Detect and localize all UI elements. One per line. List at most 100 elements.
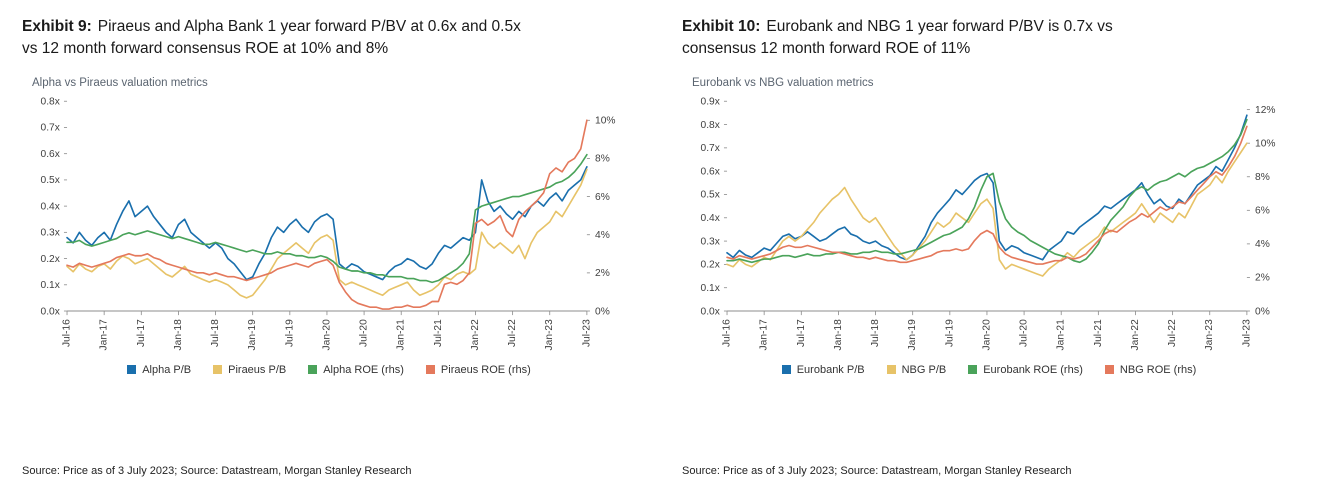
- right-axis-tick-label: 12%: [1255, 105, 1275, 116]
- x-axis-tick-label: Jul-23: [581, 319, 592, 347]
- chart-line-piraeus-p-b: [66, 168, 588, 300]
- left-axis-tick-label: 0.2x: [701, 260, 720, 271]
- line-chart-svg: 0.0x 0.1x 0.2x 0.3x 0.4x 0.5x 0.6x 0.7x 0.8x 0% 2%…: [41, 97, 616, 351]
- chart-line-alpha-roe-rhs-: [66, 154, 588, 284]
- right-axis-tick-label: 2%: [595, 269, 610, 280]
- exhibit-9-legend: Alpha P/B Piraeus P/B Alpha ROE (rhs) Pirae…: [22, 364, 636, 376]
- exhibit-9-chart: 0.0x 0.1x 0.2x 0.3x 0.4x 0.5x 0.6x 0.7x 0.8x 0% 2%…: [22, 91, 636, 361]
- x-axis-tick-label: Jul-21: [433, 319, 444, 347]
- x-axis-tick-label: Jul-20: [1019, 319, 1030, 347]
- x-axis-tick-label: Jan-19: [247, 319, 258, 351]
- legend-label: NBG P/B: [901, 363, 947, 376]
- x-axis-tick-label: Jan-19: [907, 319, 918, 351]
- exhibit-10-title: Exhibit 10: Eurobank and NBG 1 year forwa…: [682, 16, 1187, 59]
- right-axis-tick-label: 8%: [595, 154, 610, 165]
- x-axis-tick-label: Jan-21: [1056, 319, 1067, 351]
- x-axis-tick-label: Jan-20: [981, 319, 992, 351]
- legend-label: Piraeus P/B: [228, 363, 287, 376]
- legend-swatch: [968, 365, 978, 375]
- legend-swatch: [1104, 365, 1114, 375]
- left-axis-tick-label: 0.9x: [701, 97, 720, 108]
- left-axis-tick-label: 0.3x: [41, 228, 60, 239]
- legend-item: Alpha ROE (rhs): [308, 364, 404, 376]
- right-axis-tick-label: 8%: [1255, 172, 1270, 183]
- chart-line-nbg-p-b: [726, 142, 1248, 278]
- exhibit-10-legend: Eurobank P/B NBG P/B Eurobank ROE (rhs) NBG…: [682, 364, 1296, 376]
- chart-line-eurobank-p-b: [726, 114, 1248, 261]
- right-axis-tick-label: 6%: [1255, 206, 1270, 217]
- chart-line-eurobank-roe-rhs-: [726, 119, 1248, 264]
- left-axis-tick-label: 0.7x: [701, 144, 720, 155]
- x-axis-tick-label: Jul-23: [1241, 319, 1252, 347]
- chart-line-nbg-roe-rhs-: [726, 125, 1248, 266]
- right-axis-tick-label: 10%: [595, 116, 615, 127]
- x-axis-tick-label: Jan-18: [833, 319, 844, 351]
- x-axis-tick-label: Jan-18: [173, 319, 184, 351]
- legend-swatch: [886, 365, 896, 375]
- right-axis-tick-label: 0%: [595, 307, 610, 318]
- x-axis-tick-label: Jul-17: [136, 319, 147, 347]
- left-axis-tick-label: 0.5x: [41, 176, 60, 187]
- x-axis-tick-label: Jan-23: [544, 319, 555, 351]
- legend-swatch: [781, 365, 791, 375]
- x-axis-tick-label: Jul-16: [722, 319, 733, 347]
- exhibit-9-title-text: Piraeus and Alpha Bank 1 year forward P/…: [22, 18, 521, 57]
- exhibit-9-label: Exhibit 9:: [22, 18, 92, 35]
- exhibit-9-panel: Exhibit 9: Piraeus and Alpha Bank 1 year …: [22, 16, 636, 477]
- exhibit-10-label: Exhibit 10:: [682, 18, 761, 35]
- legend-item: NBG ROE (rhs): [1104, 363, 1197, 376]
- x-axis-tick-label: Jul-21: [1093, 319, 1104, 347]
- legend-item: Eurobank ROE (rhs): [968, 364, 1083, 376]
- left-axis-tick-label: 0.2x: [41, 254, 60, 265]
- left-axis-tick-label: 0.1x: [41, 280, 60, 291]
- x-axis-tick-label: Jul-18: [870, 319, 881, 347]
- left-axis-tick-label: 0.7x: [41, 123, 60, 134]
- right-axis-tick-label: 4%: [595, 230, 610, 241]
- legend-item: Eurobank P/B: [781, 363, 865, 376]
- legend-swatch: [213, 365, 223, 375]
- x-axis-tick-label: Jan-17: [759, 319, 770, 351]
- x-axis-tick-label: Jul-17: [796, 319, 807, 347]
- left-axis-tick-label: 0.8x: [41, 97, 60, 108]
- right-axis-tick-label: 0%: [1255, 307, 1270, 318]
- x-axis-tick-label: Jul-19: [944, 319, 955, 347]
- legend-swatch: [127, 365, 137, 375]
- left-axis-tick-label: 0.6x: [701, 167, 720, 178]
- exhibit-9-subtitle: Alpha vs Piraeus valuation metrics: [32, 77, 208, 90]
- left-axis-tick-label: 0.0x: [41, 307, 60, 318]
- exhibit-10-source: Source: Price as of 3 July 2023; Source:…: [682, 465, 1072, 477]
- left-axis-tick-label: 0.4x: [701, 213, 720, 224]
- x-axis-tick-label: Jul-16: [62, 319, 73, 347]
- right-axis-tick-label: 6%: [595, 192, 610, 203]
- legend-label: NBG ROE (rhs): [1119, 363, 1197, 376]
- x-axis-tick-label: Jan-20: [321, 319, 332, 351]
- right-axis-tick-label: 4%: [1255, 240, 1270, 251]
- exhibit-9-title: Exhibit 9: Piraeus and Alpha Bank 1 year …: [22, 16, 527, 59]
- legend-swatch: [308, 365, 318, 375]
- x-axis-tick-label: Jan-21: [396, 319, 407, 351]
- left-axis-tick-label: 0.5x: [701, 190, 720, 201]
- chart-line-piraeus-roe-rhs-: [66, 119, 588, 311]
- x-axis-tick-label: Jan-23: [1204, 319, 1215, 351]
- left-axis-tick-label: 0.0x: [701, 307, 720, 318]
- legend-label: Piraeus ROE (rhs): [440, 363, 531, 376]
- legend-item: Alpha P/B: [127, 364, 191, 376]
- x-axis-tick-label: Jan-17: [99, 319, 110, 351]
- x-axis-tick-label: Jan-22: [1130, 319, 1141, 351]
- left-axis-tick-label: 0.6x: [41, 149, 60, 160]
- legend-item: Piraeus P/B: [213, 364, 286, 376]
- legend-item: Piraeus ROE (rhs): [425, 363, 531, 376]
- legend-item: NBG P/B: [886, 363, 947, 376]
- x-axis-tick-label: Jul-22: [1167, 319, 1178, 347]
- left-axis-tick-label: 0.1x: [701, 283, 720, 294]
- legend-label: Eurobank P/B: [796, 363, 865, 376]
- exhibit-10-panel: Exhibit 10: Eurobank and NBG 1 year forwa…: [682, 16, 1296, 477]
- left-axis-tick-label: 0.8x: [701, 120, 720, 131]
- exhibit-10-subtitle: Eurobank vs NBG valuation metrics: [692, 77, 874, 90]
- legend-label: Alpha P/B: [142, 363, 192, 376]
- legend-label: Eurobank ROE (rhs): [983, 363, 1083, 376]
- x-axis-tick-label: Jul-22: [507, 319, 518, 347]
- left-axis-tick-label: 0.3x: [701, 237, 720, 248]
- left-axis-tick-label: 0.4x: [41, 202, 60, 213]
